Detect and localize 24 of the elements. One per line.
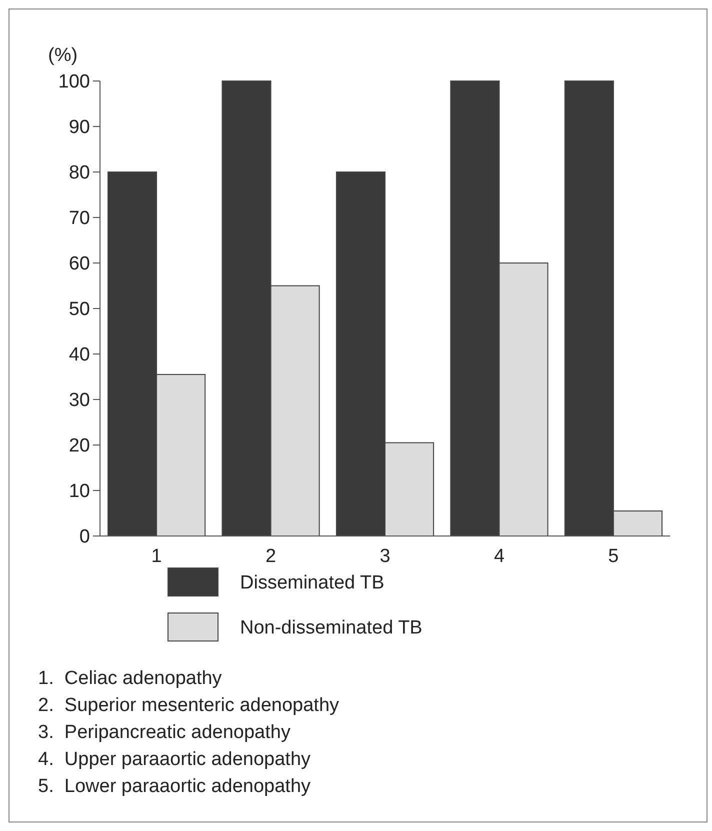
y-axis-title: (%) bbox=[48, 45, 78, 66]
y-tick-label: 30 bbox=[68, 390, 90, 412]
legend-label: Non-disseminated TB bbox=[240, 618, 422, 639]
y-tick-label: 20 bbox=[68, 436, 90, 457]
x-tick-label: 4 bbox=[494, 546, 505, 567]
text: 4. Upper paraaortic adenopathy bbox=[38, 749, 312, 770]
text: 3. Peripancreatic adenopathy bbox=[38, 722, 291, 743]
y-tick-label: 40 bbox=[68, 344, 90, 366]
x-tick-label: 1 bbox=[151, 546, 162, 567]
y-tick-label: 90 bbox=[68, 117, 90, 138]
x-tick-label: 2 bbox=[265, 546, 276, 567]
y-tick-label: 100 bbox=[58, 72, 90, 93]
y-tick-label: 60 bbox=[68, 254, 90, 275]
y-tick-label: 70 bbox=[68, 208, 90, 230]
x-tick-label: 5 bbox=[608, 546, 619, 567]
text: 2. Superior mesenteric adenopathy bbox=[38, 695, 340, 716]
y-tick-label: 50 bbox=[68, 299, 90, 320]
legend-label: Disseminated TB bbox=[240, 572, 384, 594]
text: 1. Celiac adenopathy bbox=[38, 668, 222, 689]
y-tick-label: 0 bbox=[79, 526, 90, 548]
x-tick-label: 3 bbox=[380, 546, 390, 567]
y-tick-label: 80 bbox=[68, 162, 90, 184]
text: 5. Lower paraaortic adenopathy bbox=[38, 776, 312, 797]
y-tick-label: 10 bbox=[68, 481, 90, 502]
